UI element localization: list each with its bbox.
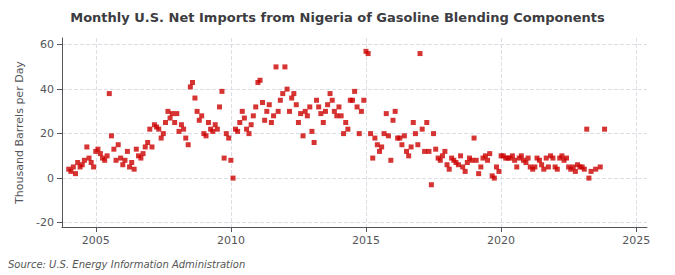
svg-text:2020: 2020 — [487, 234, 515, 247]
svg-text:Thousand Barrels per Day: Thousand Barrels per Day — [13, 61, 26, 205]
svg-text:2010: 2010 — [217, 234, 245, 247]
svg-text:40: 40 — [40, 83, 54, 96]
svg-text:2005: 2005 — [82, 234, 110, 247]
svg-text:2015: 2015 — [352, 234, 380, 247]
svg-text:Source: U.S. Energy Informatio: Source: U.S. Energy Information Administ… — [8, 259, 245, 270]
svg-text:Monthly U.S. Net Imports from: Monthly U.S. Net Imports from Nigeria of… — [70, 10, 605, 25]
svg-text:60: 60 — [40, 38, 54, 51]
svg-text:20: 20 — [40, 127, 54, 140]
svg-text:-20: -20 — [36, 216, 54, 229]
svg-text:2025: 2025 — [622, 234, 650, 247]
svg-text:0: 0 — [47, 172, 54, 185]
